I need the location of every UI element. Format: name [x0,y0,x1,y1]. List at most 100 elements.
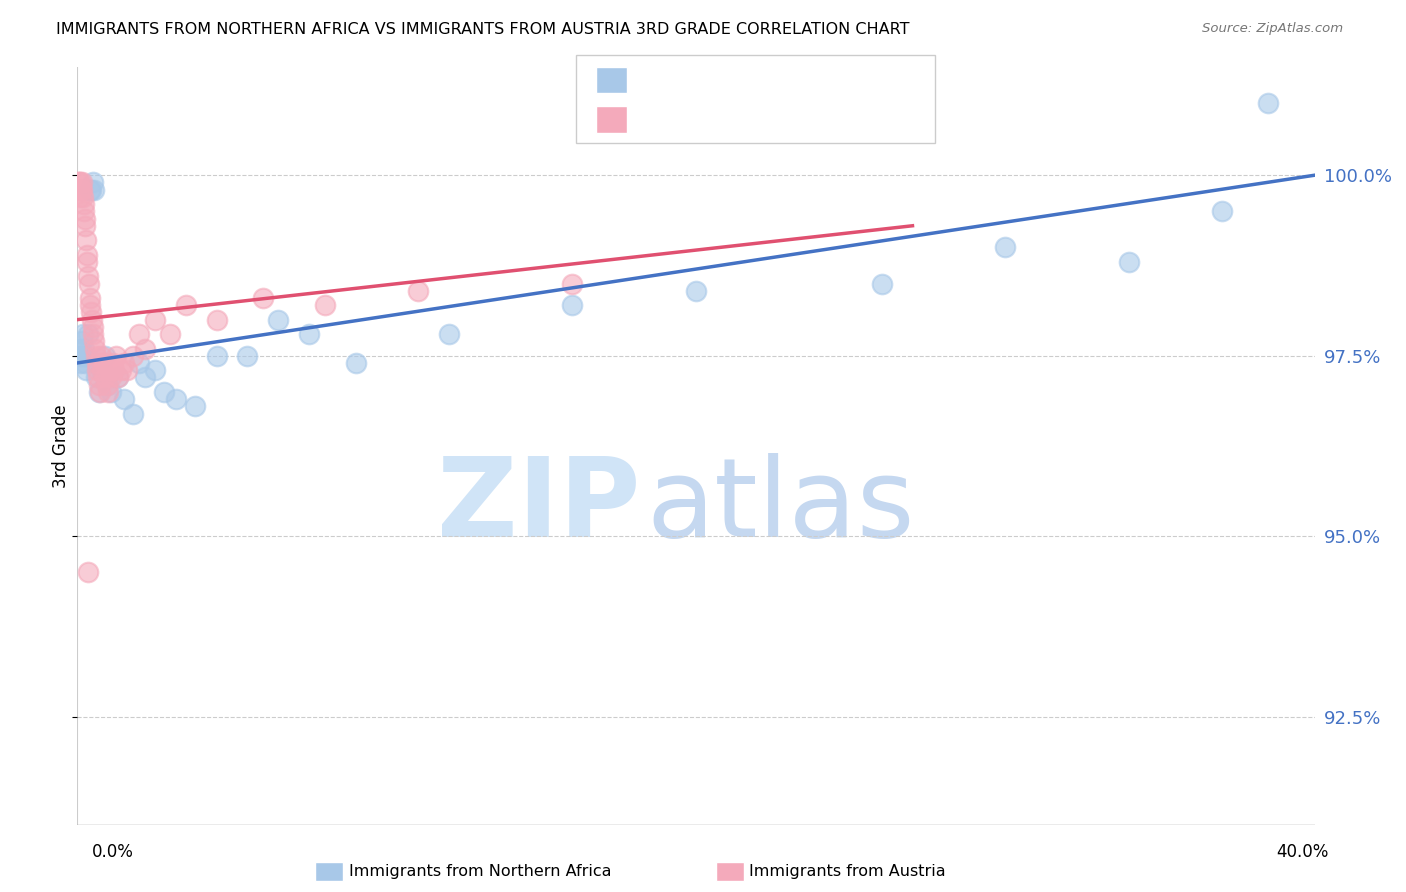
Point [75,233,97,247]
Point [1118,255,1140,269]
Point [100,384,122,399]
Point [77,269,100,284]
Point [143,312,166,326]
Point [84,349,107,363]
Point [1257,95,1279,110]
Point [82,312,104,326]
Point [134,370,156,384]
Point [267,312,290,326]
Point [101,356,124,370]
Point [298,327,321,342]
Point [406,284,429,298]
Point [87,370,110,384]
Point [75,219,97,233]
Point [93,356,115,370]
Point [344,356,367,370]
Point [72,190,94,204]
Text: R = 0.279    N = 59: R = 0.279 N = 59 [634,111,825,128]
Point [110,363,132,377]
Point [67,183,90,197]
Point [91,363,114,377]
Point [82,176,104,190]
Point [80,183,103,197]
Point [205,349,228,363]
Point [437,327,460,342]
Point [82,327,104,342]
Point [107,370,129,384]
Point [105,349,127,363]
Point [69,356,91,370]
Y-axis label: 3rd Grade: 3rd Grade [52,404,70,488]
Point [87,384,110,399]
Point [87,377,110,392]
Point [205,312,228,326]
Point [122,349,145,363]
Text: Source: ZipAtlas.com: Source: ZipAtlas.com [1202,22,1343,36]
Point [994,240,1017,254]
Point [153,384,176,399]
Point [86,356,108,370]
Point [97,377,120,392]
Point [91,363,114,377]
Point [76,349,98,363]
Point [1211,204,1233,219]
Point [112,392,135,406]
Point [159,327,181,342]
Point [79,298,101,312]
Point [76,247,98,261]
Point [67,349,90,363]
Point [103,363,125,377]
Text: 0.0%: 0.0% [91,843,134,861]
Point [96,377,118,392]
Point [89,384,111,399]
Text: IMMIGRANTS FROM NORTHERN AFRICA VS IMMIGRANTS FROM AUSTRIA 3RD GRADE CORRELATION: IMMIGRANTS FROM NORTHERN AFRICA VS IMMIG… [56,22,910,37]
Point [73,204,96,219]
Point [73,211,96,226]
Point [122,407,145,421]
Point [184,399,207,413]
Point [236,349,259,363]
Point [80,305,103,319]
Point [70,183,93,197]
Point [870,277,893,291]
Point [685,284,707,298]
Point [107,370,129,384]
Text: Immigrants from Austria: Immigrants from Austria [749,864,946,879]
Point [174,298,197,312]
Point [70,334,93,349]
Point [72,342,94,356]
Point [66,176,89,190]
Text: atlas: atlas [647,453,915,560]
Point [72,197,94,211]
Point [70,349,93,363]
Point [69,190,91,204]
Text: 40.0%: 40.0% [1277,843,1329,861]
Point [86,363,108,377]
Point [90,349,111,363]
Point [143,363,166,377]
Point [100,370,122,384]
Point [94,370,117,384]
Point [79,183,101,197]
Point [69,342,91,356]
Point [77,277,100,291]
Point [165,392,187,406]
Point [134,342,156,356]
Point [69,176,91,190]
Point [73,349,96,363]
Point [76,255,98,269]
Point [77,327,100,342]
Point [83,183,105,197]
Point [72,183,94,197]
Point [561,277,583,291]
Point [84,370,107,384]
Point [112,356,135,370]
Point [75,363,97,377]
Point [115,363,138,377]
Point [79,291,101,305]
Point [75,356,96,370]
Text: ZIP: ZIP [437,453,640,560]
Point [83,334,105,349]
Point [314,298,336,312]
Point [252,291,274,305]
